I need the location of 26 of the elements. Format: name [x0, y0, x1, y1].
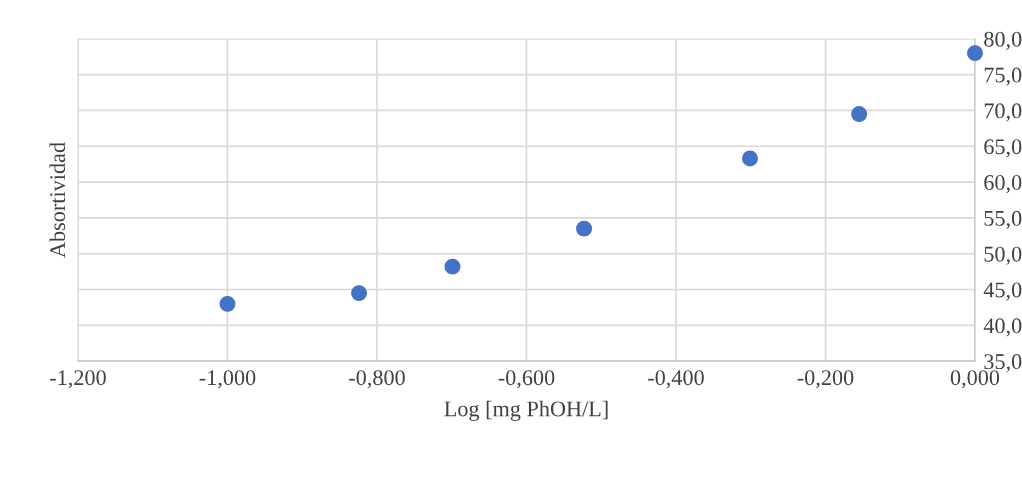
y-tick-label: 80,0 — [984, 31, 1022, 50]
point — [219, 295, 236, 312]
y-tick-label: 35,0 — [984, 354, 1022, 373]
point — [444, 258, 461, 275]
point — [576, 220, 593, 237]
point — [967, 45, 983, 62]
x-tick-label: 0,000 — [950, 370, 1000, 389]
x-axis-title: Log [mg PhOH/L] — [444, 400, 608, 421]
x-tick-label: -0,400 — [648, 370, 704, 389]
y-tick-label: 60,0 — [984, 175, 1022, 194]
y-tick-label: 75,0 — [984, 67, 1022, 86]
x-tick-label: -1,000 — [199, 370, 256, 389]
y-tick-label: 40,0 — [983, 318, 1022, 337]
y-axis-title: Absortividad — [49, 142, 66, 258]
x-tick-label: -0,800 — [349, 370, 405, 389]
y-tick-label: 70,0 — [984, 103, 1022, 122]
x-tick-label: -1,200 — [50, 370, 106, 389]
point — [851, 106, 868, 122]
y-tick-label: 50,0 — [984, 246, 1022, 265]
y-tick-label: 65,0 — [984, 139, 1022, 158]
y-tick-label: 45,0 — [983, 282, 1022, 301]
point — [742, 150, 758, 167]
x-tick-label: -0,200 — [797, 370, 854, 389]
x-tick-label: -0,600 — [498, 370, 555, 389]
y-tick-label: 55,0 — [984, 210, 1022, 230]
point — [351, 285, 368, 302]
